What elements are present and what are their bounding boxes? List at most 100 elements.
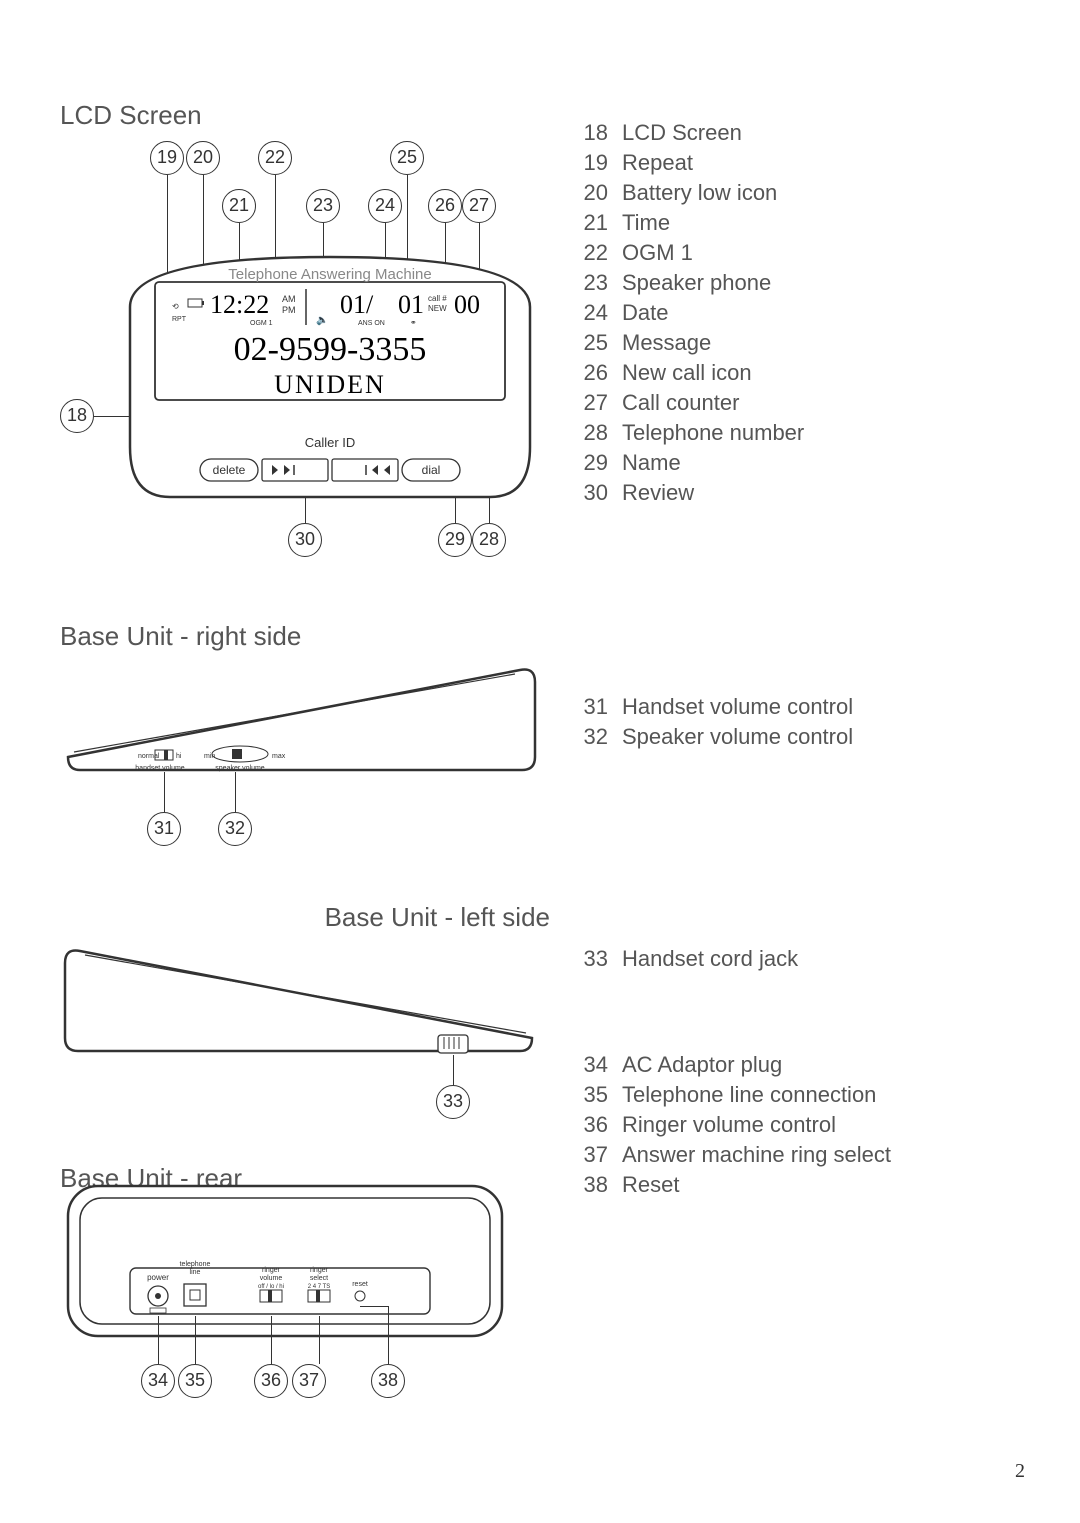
legend-row: 36Ringer volume control	[580, 1112, 1020, 1138]
legend-rear: 34AC Adaptor plug 35Telephone line connec…	[580, 1052, 1020, 1198]
svg-text:ringer: ringer	[262, 1267, 281, 1274]
legend-number: 23	[580, 270, 622, 296]
legend-number: 38	[580, 1172, 622, 1198]
svg-text:Caller ID: Caller ID	[305, 435, 356, 450]
right-side-title: Base Unit - right side	[60, 621, 560, 652]
callout-26: 26	[428, 189, 462, 223]
svg-text:PM: PM	[282, 305, 296, 315]
legend-number: 27	[580, 390, 622, 416]
legend-row: 35Telephone line connection	[580, 1082, 1020, 1108]
legend-row: 25Message	[580, 330, 1020, 356]
legend-number: 30	[580, 480, 622, 506]
svg-text:ringer: ringer	[310, 1267, 329, 1274]
legend-number: 28	[580, 420, 622, 446]
legend-text: Ringer volume control	[622, 1112, 836, 1138]
legend-row: 33Handset cord jack	[580, 946, 1020, 972]
legend-left: 33Handset cord jack	[580, 946, 1020, 972]
svg-text:⚭: ⚭	[410, 318, 417, 327]
legend-row: 21Time	[580, 210, 1020, 236]
legend-row: 32Speaker volume control	[580, 724, 1020, 750]
lcd-figure: 19 20 22 25 21 23 24 26 27 18 30 2	[60, 141, 560, 581]
callout-31: 31	[147, 812, 181, 846]
left-side-figure: 33	[60, 943, 560, 1123]
legend-text: Repeat	[622, 150, 693, 176]
legend-right: 31Handset volume control32Speaker volume…	[580, 694, 1020, 750]
legend-number: 21	[580, 210, 622, 236]
svg-text:telephone: telephone	[180, 1261, 211, 1268]
callout-37: 37	[292, 1364, 326, 1398]
legend-text: Message	[622, 330, 711, 356]
callout-33: 33	[436, 1085, 470, 1119]
callout-29: 29	[438, 523, 472, 557]
callout-23: 23	[306, 189, 340, 223]
legend-text: Name	[622, 450, 681, 476]
legend-row: 20Battery low icon	[580, 180, 1020, 206]
svg-text:00: 00	[454, 290, 480, 319]
legend-number: 34	[580, 1052, 622, 1078]
legend-row: 31Handset volume control	[580, 694, 1020, 720]
svg-text:NEW: NEW	[428, 304, 447, 313]
svg-text:01: 01	[398, 290, 424, 319]
legend-row: 26New call icon	[580, 360, 1020, 386]
svg-text:RPT: RPT	[172, 316, 187, 323]
svg-text:02-9599-3355: 02-9599-3355	[234, 331, 427, 368]
legend-text: Telephone line connection	[622, 1082, 876, 1108]
svg-text:AM: AM	[282, 294, 296, 304]
lcd-section-title: LCD Screen	[60, 100, 560, 131]
svg-text:dial: dial	[422, 463, 441, 477]
legend-row: 22OGM 1	[580, 240, 1020, 266]
legend-number: 35	[580, 1082, 622, 1108]
legend-number: 19	[580, 150, 622, 176]
callout-35: 35	[178, 1364, 212, 1398]
legend-text: Review	[622, 480, 694, 506]
callout-18: 18	[60, 399, 94, 433]
legend-text: Battery low icon	[622, 180, 777, 206]
callout-25: 25	[390, 141, 424, 175]
svg-text:call #: call #	[428, 294, 447, 303]
lcd-header: Telephone Answering Machine	[228, 266, 431, 283]
svg-text:ANS ON: ANS ON	[358, 320, 385, 327]
svg-text:max: max	[272, 753, 286, 760]
callout-38: 38	[371, 1364, 405, 1398]
legend-text: New call icon	[622, 360, 752, 386]
callout-28: 28	[472, 523, 506, 557]
page-number: 2	[1015, 1460, 1025, 1483]
svg-text:UNIDEN: UNIDEN	[274, 370, 386, 399]
legend-number: 37	[580, 1142, 622, 1168]
callout-19: 19	[150, 141, 184, 175]
svg-text:off / lo / hi: off / lo / hi	[258, 1284, 284, 1290]
svg-text:line: line	[190, 1269, 201, 1276]
legend-text: Speaker phone	[622, 270, 771, 296]
callout-36: 36	[254, 1364, 288, 1398]
right-side-figure: normal hi handset volume min max speaker…	[60, 662, 560, 862]
legend-text: Telephone number	[622, 420, 804, 446]
legend-row: 34AC Adaptor plug	[580, 1052, 1020, 1078]
callout-21: 21	[222, 189, 256, 223]
legend-text: Call counter	[622, 390, 739, 416]
svg-text:handset volume: handset volume	[135, 765, 185, 772]
callout-24: 24	[368, 189, 402, 223]
callout-27: 27	[462, 189, 496, 223]
svg-text:power: power	[147, 1273, 169, 1282]
legend-text: LCD Screen	[622, 120, 742, 146]
legend-text: Handset volume control	[622, 694, 853, 720]
legend-text: Reset	[622, 1172, 679, 1198]
legend-row: 37Answer machine ring select	[580, 1142, 1020, 1168]
legend-row: 28Telephone number	[580, 420, 1020, 446]
legend-number: 29	[580, 450, 622, 476]
svg-text:🔈: 🔈	[316, 315, 328, 326]
legend-row: 29Name	[580, 450, 1020, 476]
legend-text: Speaker volume control	[622, 724, 853, 750]
legend-text: Answer machine ring select	[622, 1142, 891, 1168]
legend-row: 23Speaker phone	[580, 270, 1020, 296]
callout-32: 32	[218, 812, 252, 846]
svg-text:12:22: 12:22	[210, 290, 269, 319]
legend-number: 32	[580, 724, 622, 750]
legend-number: 31	[580, 694, 622, 720]
legend-row: 18LCD Screen	[580, 120, 1020, 146]
callout-30: 30	[288, 523, 322, 557]
legend-number: 22	[580, 240, 622, 266]
svg-text:⟲: ⟲	[172, 302, 179, 311]
svg-text:normal: normal	[138, 753, 160, 760]
legend-number: 25	[580, 330, 622, 356]
